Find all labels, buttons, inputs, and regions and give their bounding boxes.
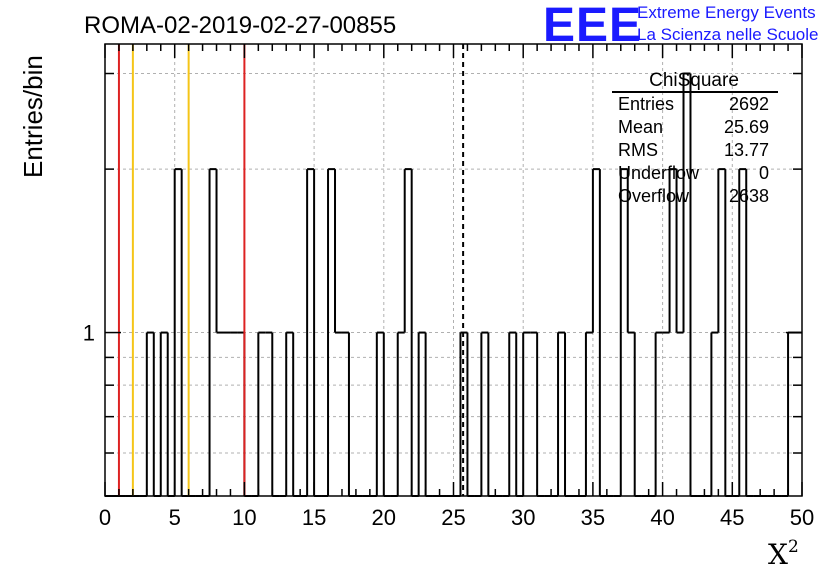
x-tick-label: 20 (372, 505, 396, 530)
x-tick-label: 30 (511, 505, 535, 530)
y-tick-labels: 1 (83, 321, 95, 346)
stats-row-label: Underflow (618, 163, 700, 183)
logo-line-1: Extreme Energy Events (637, 3, 816, 22)
y-axis-label: Entries/bin (18, 55, 48, 178)
x-axis-label-sup: 2 (788, 537, 799, 557)
stats-row-value: 2638 (729, 186, 769, 206)
histogram-series (105, 72, 802, 497)
y-tick-label: 1 (83, 321, 95, 346)
x-tick-label: 35 (581, 505, 605, 530)
x-tick-label: 5 (169, 505, 181, 530)
stats-row-label: Overflow (618, 186, 690, 206)
stats-row-value: 25.69 (724, 117, 769, 137)
x-tick-label: 45 (720, 505, 744, 530)
x-tick-label: 10 (232, 505, 256, 530)
logo-line-2: La Scienza nelle Scuole (637, 25, 818, 44)
stats-rows: Entries 2692 Mean 25.69 RMS 13.77 Underflow 0 Ov… (618, 94, 769, 206)
stats-row-label: Entries (618, 94, 674, 114)
x-tick-labels: 0 5 10 15 20 25 30 35 40 45 50 (99, 505, 814, 530)
stats-row-label: RMS (618, 140, 658, 160)
x-tick-label: 40 (650, 505, 674, 530)
stats-row-value: 2692 (729, 94, 769, 114)
marker-lines (117, 44, 465, 496)
plot-frame (104, 43, 803, 497)
axis-ticks (104, 44, 803, 496)
x-tick-label: 50 (790, 505, 814, 530)
stats-row-value: 0 (759, 163, 769, 183)
x-tick-label: 15 (302, 505, 326, 530)
x-axis-label: X2 (768, 537, 799, 571)
stats-row-label: Mean (618, 117, 663, 137)
x-tick-label: 0 (99, 505, 111, 530)
stats-box: ChiSquare Entries 2692 Mean 25.69 RMS 13.77 Un… (612, 70, 778, 206)
eee-logo: EEE Extreme Energy Events La Scienza nel… (543, 0, 818, 52)
x-tick-label: 25 (441, 505, 465, 530)
x-axis-label-base: X (768, 538, 788, 571)
stats-row-value: 13.77 (724, 140, 769, 160)
chart-title: ROMA-02-2019-02-27-00855 (84, 12, 396, 39)
stats-title: ChiSquare (649, 70, 739, 91)
